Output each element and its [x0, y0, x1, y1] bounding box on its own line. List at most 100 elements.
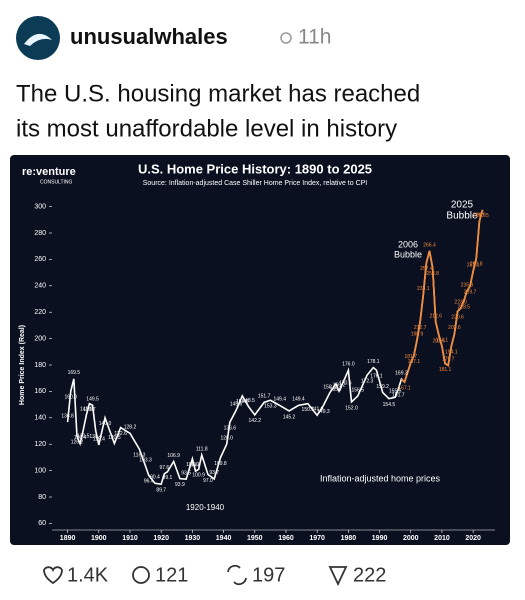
data-label: 145.6: [230, 402, 243, 408]
data-label: 120.0: [220, 436, 233, 442]
data-label: 103.3: [139, 458, 152, 464]
views-icon[interactable]: [328, 566, 348, 587]
data-label: 169.5: [68, 370, 81, 376]
data-label: 251.1: [467, 262, 480, 268]
data-label: 89.7: [156, 488, 166, 494]
data-label: 126.2: [71, 439, 84, 445]
brand: re:venture: [22, 166, 76, 178]
verified-icon: [280, 32, 292, 44]
data-label: 145.2: [283, 414, 296, 420]
repost-count[interactable]: 197: [252, 564, 285, 586]
data-label: 148.5: [242, 398, 255, 404]
y-tick-label: 200: [34, 335, 46, 342]
data-label: 266.4: [423, 242, 436, 248]
y-tick-label: 240: [34, 283, 46, 290]
data-label: 93.5: [181, 471, 191, 477]
data-label: 99.1: [163, 475, 173, 481]
data-label: 297.5: [476, 213, 489, 219]
data-label: 153.3: [264, 404, 277, 410]
data-label: 151.7: [258, 394, 271, 400]
y-tick-label: 100: [34, 467, 46, 474]
reply-count[interactable]: 121: [155, 564, 188, 586]
data-label: 93.9: [175, 482, 185, 488]
chart-subtitle: Source: Inflation-adjusted Case Shiller …: [143, 180, 368, 187]
brand-sub: CONSULTING: [40, 179, 73, 185]
data-label: 160.0: [64, 395, 77, 401]
x-tick-label: 1970: [309, 535, 325, 542]
data-label: 167.1: [398, 385, 411, 391]
x-tick-label: 1910: [122, 535, 138, 542]
repost-icon[interactable]: [227, 564, 247, 586]
data-label: 212.7: [414, 325, 427, 331]
view-count[interactable]: 222: [353, 564, 386, 586]
data-label: 158.8: [323, 384, 336, 390]
data-label: 198.9: [411, 331, 424, 337]
annotation: 1920-1940: [186, 503, 225, 512]
y-axis-label: Home Price Index (Real): [19, 325, 26, 405]
data-label: 128.2: [124, 425, 137, 431]
chart: re:venture CONSULTING U.S. Home Price Hi…: [10, 155, 510, 545]
x-tick-label: 1930: [185, 535, 201, 542]
y-tick-label: 80: [38, 494, 46, 501]
y-tick-label: 180: [34, 362, 46, 369]
x-tick-label: 1980: [341, 535, 357, 542]
data-label: 149.4: [273, 397, 286, 403]
x-tick-label: 2010: [434, 535, 450, 542]
post-text: its most unaffordable level in history: [16, 115, 397, 142]
y-tick-label: 160: [34, 388, 46, 395]
data-label: 142.0: [80, 406, 93, 412]
data-label: 97.6: [159, 465, 169, 471]
like-count[interactable]: 1.4K: [67, 564, 109, 586]
data-label: 212.6: [429, 313, 442, 319]
annotation: Bubble: [394, 249, 422, 259]
y-tick-label: 280: [34, 230, 46, 237]
data-label: 152.0: [345, 405, 358, 411]
data-label: 194.1: [445, 350, 458, 356]
data-label: 90.4: [150, 475, 160, 481]
data-label: 136.6: [224, 426, 237, 432]
data-label: 120.4: [74, 435, 87, 441]
data-label: 156.5: [351, 387, 364, 393]
data-label: 257.4: [420, 266, 433, 272]
y-tick-label: 120: [34, 441, 46, 448]
chart-background: [10, 155, 510, 545]
data-label: 141.9: [311, 407, 324, 413]
x-tick-label: 1990: [372, 535, 388, 542]
data-label: 187.1: [408, 359, 421, 365]
data-label: 169.3: [395, 370, 408, 376]
post-text: The U.S. housing market has reached: [16, 80, 420, 107]
annotation: 2006: [398, 239, 418, 249]
y-tick-label: 140: [34, 415, 46, 422]
data-label: 149.4: [292, 397, 305, 403]
data-label: 181.1: [439, 367, 452, 373]
data-label: 149.3: [317, 409, 330, 415]
avatar-whale: [24, 33, 52, 46]
data-label: 181.7: [405, 354, 418, 360]
data-label: 194.1: [436, 338, 449, 344]
data-label: 179.7: [442, 357, 455, 363]
x-tick-label: 1940: [216, 535, 232, 542]
data-label: 93.7: [209, 470, 219, 476]
post-time: 11h: [298, 26, 331, 49]
x-tick-label: 1950: [247, 535, 263, 542]
data-label: 223.0: [454, 300, 467, 306]
data-label: 154.5: [383, 402, 396, 408]
annotation: Inflation-adjusted home prices: [320, 473, 441, 483]
x-tick-label: 1920: [153, 535, 169, 542]
annotation: Bubble: [446, 211, 478, 222]
data-label: 202.6: [433, 338, 446, 344]
like-icon[interactable]: [43, 566, 63, 585]
data-label: 100.9: [192, 473, 205, 479]
data-label: 120.5: [108, 435, 121, 441]
data-label: 170.6: [339, 381, 352, 387]
data-label: 149.5: [86, 397, 99, 403]
data-label: 176.0: [342, 362, 355, 368]
data-label: 130.5: [77, 434, 90, 440]
data-label: 176.1: [370, 373, 383, 379]
reply-icon[interactable]: [132, 566, 150, 584]
data-label: 140.0: [99, 421, 112, 427]
data-label: 116.3: [133, 452, 145, 458]
username[interactable]: unusualwhales: [70, 24, 228, 49]
data-label: 111.8: [196, 446, 208, 452]
